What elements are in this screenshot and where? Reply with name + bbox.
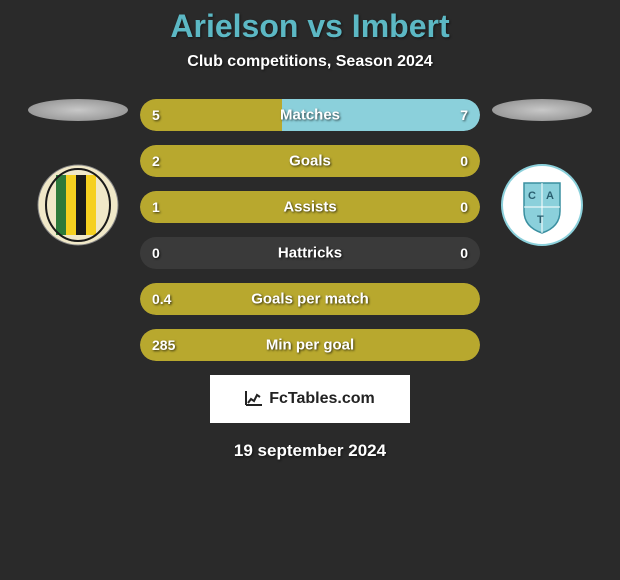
stat-value-right: 0 <box>460 153 468 169</box>
stat-row: Goals per match 0.4 <box>140 283 480 315</box>
date-label: 19 september 2024 <box>234 441 386 461</box>
stat-value-left: 285 <box>152 337 175 353</box>
stat-value-left: 1 <box>152 199 160 215</box>
stat-fill-left <box>140 99 282 131</box>
stat-label: Goals <box>289 153 331 170</box>
team-badge-right: C A T <box>500 163 584 247</box>
stat-label: Assists <box>283 199 336 216</box>
stat-label: Hattricks <box>278 245 342 262</box>
chart-icon <box>245 390 263 409</box>
stat-label: Matches <box>280 107 340 124</box>
right-side: C A T <box>492 99 592 247</box>
player-silhouette-right <box>492 99 592 121</box>
stats-column: Matches57Goals20Assists10Hattricks00Goal… <box>140 99 480 361</box>
stat-value-left: 0 <box>152 245 160 261</box>
subtitle: Club competitions, Season 2024 <box>187 53 432 71</box>
stat-row: Hattricks 0 0 <box>140 237 480 269</box>
team-badge-left <box>36 163 120 247</box>
svg-text:A: A <box>546 190 554 202</box>
main-row: Matches57Goals20Assists10Hattricks00Goal… <box>0 99 620 361</box>
player-silhouette-left <box>28 99 128 121</box>
stat-value-right: 0 <box>460 199 468 215</box>
svg-text:T: T <box>537 214 544 226</box>
badge-right-svg: C A T <box>500 163 584 247</box>
stat-row: Matches 5 7 <box>140 99 480 131</box>
stat-row: Assists 1 0 <box>140 191 480 223</box>
stat-row: Goals 2 0 <box>140 145 480 177</box>
watermark-text: FcTables.com <box>269 390 375 408</box>
page-title: Arielson vs Imbert <box>170 8 449 45</box>
watermark[interactable]: FcTables.com <box>210 375 410 423</box>
stat-label: Min per goal <box>266 337 354 354</box>
svg-text:C: C <box>528 190 536 202</box>
stat-value-right: 7 <box>460 107 468 123</box>
stat-value-left: 5 <box>152 107 160 123</box>
badge-left-svg <box>36 163 120 247</box>
stat-value-left: 0.4 <box>152 291 171 307</box>
comparison-card: Arielson vs Imbert Club competitions, Se… <box>0 0 620 580</box>
stat-row: Min per goal 285 <box>140 329 480 361</box>
stat-value-right: 0 <box>460 245 468 261</box>
stat-label: Goals per match <box>251 291 369 308</box>
left-side <box>28 99 128 247</box>
stat-value-left: 2 <box>152 153 160 169</box>
